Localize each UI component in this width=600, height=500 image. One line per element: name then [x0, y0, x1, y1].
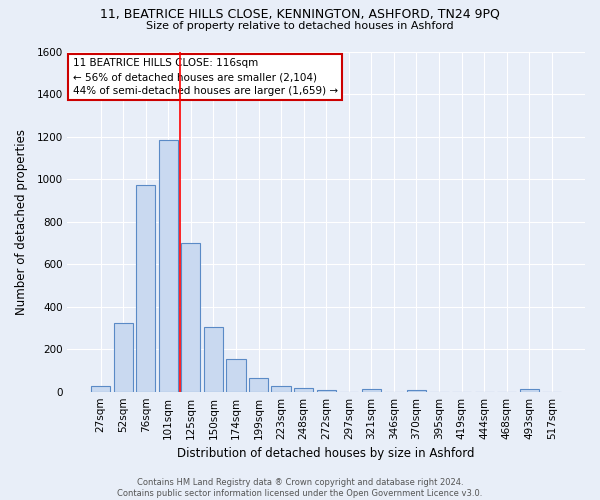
Bar: [520, 389, 539, 392]
Text: 11 BEATRICE HILLS CLOSE: 116sqm
← 56% of detached houses are smaller (2,104)
44%: 11 BEATRICE HILLS CLOSE: 116sqm ← 56% of…: [73, 58, 338, 96]
Bar: [271, 386, 290, 392]
Bar: [226, 358, 245, 392]
Bar: [362, 389, 381, 392]
Text: Size of property relative to detached houses in Ashford: Size of property relative to detached ho…: [146, 21, 454, 31]
Bar: [158, 140, 178, 392]
Bar: [113, 322, 133, 392]
Bar: [294, 388, 313, 392]
Bar: [317, 390, 336, 392]
Bar: [136, 186, 155, 392]
Bar: [91, 386, 110, 392]
Bar: [204, 327, 223, 392]
Bar: [407, 390, 426, 392]
Text: Contains HM Land Registry data ® Crown copyright and database right 2024.
Contai: Contains HM Land Registry data ® Crown c…: [118, 478, 482, 498]
Bar: [181, 243, 200, 392]
Text: 11, BEATRICE HILLS CLOSE, KENNINGTON, ASHFORD, TN24 9PQ: 11, BEATRICE HILLS CLOSE, KENNINGTON, AS…: [100, 8, 500, 20]
Bar: [249, 378, 268, 392]
X-axis label: Distribution of detached houses by size in Ashford: Distribution of detached houses by size …: [178, 447, 475, 460]
Y-axis label: Number of detached properties: Number of detached properties: [15, 128, 28, 314]
